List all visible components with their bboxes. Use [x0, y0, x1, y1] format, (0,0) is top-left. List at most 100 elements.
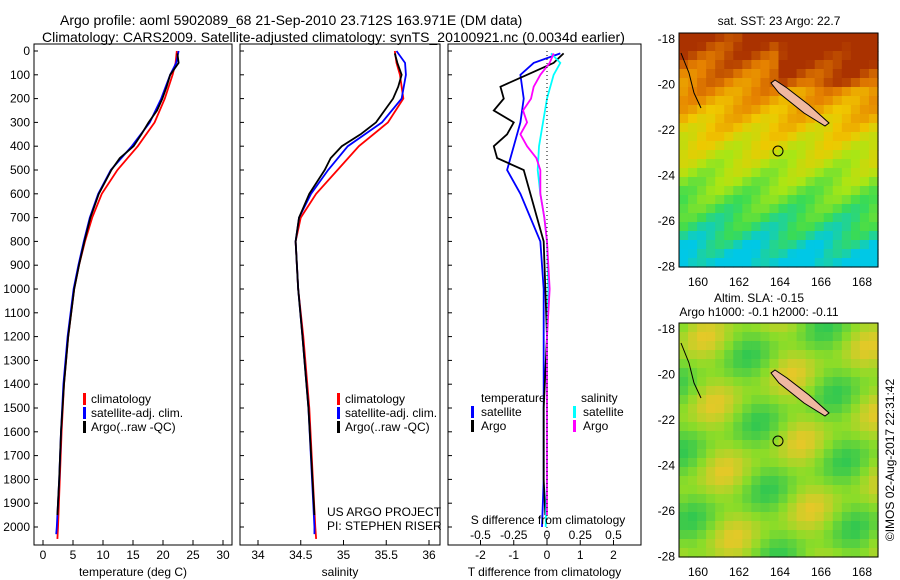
map-cell: [688, 141, 698, 151]
map-cell: [841, 78, 852, 88]
map-cell: [679, 33, 689, 43]
map-cell: [742, 539, 752, 549]
map-cell: [850, 548, 861, 558]
coastline: [680, 52, 702, 109]
map-cell: [850, 476, 861, 486]
map-cell: [769, 240, 780, 250]
map-cell: [733, 33, 743, 43]
map-cell: [823, 114, 834, 124]
map-cell: [760, 231, 771, 241]
map-cell: [724, 186, 734, 196]
y-tick-label: 200: [10, 92, 30, 106]
x-tick-label: 5: [70, 548, 77, 562]
map-cell: [715, 51, 725, 61]
map-cell: [850, 404, 861, 414]
map-cell: [805, 60, 816, 70]
map-cell: [760, 213, 771, 223]
map-cell: [724, 476, 734, 486]
map-cell: [859, 368, 870, 378]
map-cell: [751, 159, 762, 169]
map-cell: [706, 33, 716, 43]
map-cell: [868, 539, 879, 549]
map-cell: [868, 494, 879, 504]
map-cell: [733, 359, 743, 369]
map-cell: [796, 231, 807, 241]
map-cell: [805, 78, 816, 88]
map-cell: [688, 485, 698, 495]
x-tick-label: 2: [610, 548, 617, 562]
map-cell: [697, 449, 707, 459]
top-tick-label: 0.5: [605, 528, 622, 542]
map-cell: [868, 204, 879, 214]
map-cell: [823, 467, 834, 477]
map-cell: [796, 204, 807, 214]
map-cell: [841, 87, 852, 97]
map-cell: [787, 395, 798, 405]
map-cell: [841, 96, 852, 106]
map-cell: [832, 177, 843, 187]
map-cell: [697, 33, 707, 43]
map-cell: [697, 386, 707, 396]
map-cell: [742, 512, 752, 522]
map-cell: [715, 213, 725, 223]
map-cell: [868, 114, 879, 124]
map-cell: [814, 141, 825, 151]
map-cell: [715, 132, 725, 142]
map-cell: [742, 105, 752, 115]
map-cell: [778, 60, 789, 70]
x-tick-label: -1: [508, 548, 519, 562]
map-cell: [751, 87, 762, 97]
map-cell: [850, 413, 861, 423]
map-cell: [868, 195, 879, 205]
map-cell: [787, 42, 798, 52]
map-cell: [733, 431, 743, 441]
map-cell: [850, 539, 861, 549]
map-cell: [868, 323, 879, 333]
map-cell: [778, 422, 789, 432]
map-cell: [787, 114, 798, 124]
map-cell: [778, 78, 789, 88]
map-cell: [760, 323, 771, 333]
map-cell: [814, 521, 825, 531]
map-cell: [832, 440, 843, 450]
map-cell: [868, 548, 879, 558]
map-cell: [850, 123, 861, 133]
y-tick-label: 700: [10, 211, 30, 225]
map-cell: [859, 78, 870, 88]
map-cell: [742, 377, 752, 387]
map-cell: [850, 440, 861, 450]
map-cell: [805, 258, 816, 268]
map-cell: [832, 332, 843, 342]
map-cell: [679, 42, 689, 52]
map-cell: [778, 195, 789, 205]
map-cell: [769, 60, 780, 70]
map-cell: [688, 377, 698, 387]
map-cell: [832, 422, 843, 432]
map-cell: [859, 431, 870, 441]
map-cell: [724, 114, 734, 124]
map-cell: [823, 105, 834, 115]
map-cell: [805, 422, 816, 432]
map-cell: [697, 530, 707, 540]
map-cell: [850, 503, 861, 513]
map-cell: [715, 503, 725, 513]
map-cell: [823, 413, 834, 423]
map-cell: [724, 404, 734, 414]
map-cell: [733, 422, 743, 432]
map-cell: [760, 341, 771, 351]
map-cell: [805, 404, 816, 414]
map-cell: [841, 539, 852, 549]
map-cell: [697, 539, 707, 549]
map-cell: [859, 539, 870, 549]
map-cell: [787, 60, 798, 70]
map-cell: [679, 51, 689, 61]
map-cell: [733, 404, 743, 414]
map-cell: [841, 494, 852, 504]
map-cell: [832, 521, 843, 531]
map-cell: [733, 114, 743, 124]
map-cell: [706, 476, 716, 486]
map-cell: [679, 503, 689, 513]
map-cell: [760, 132, 771, 142]
map-cell: [814, 168, 825, 178]
map-y-tick-label: -24: [658, 169, 676, 183]
